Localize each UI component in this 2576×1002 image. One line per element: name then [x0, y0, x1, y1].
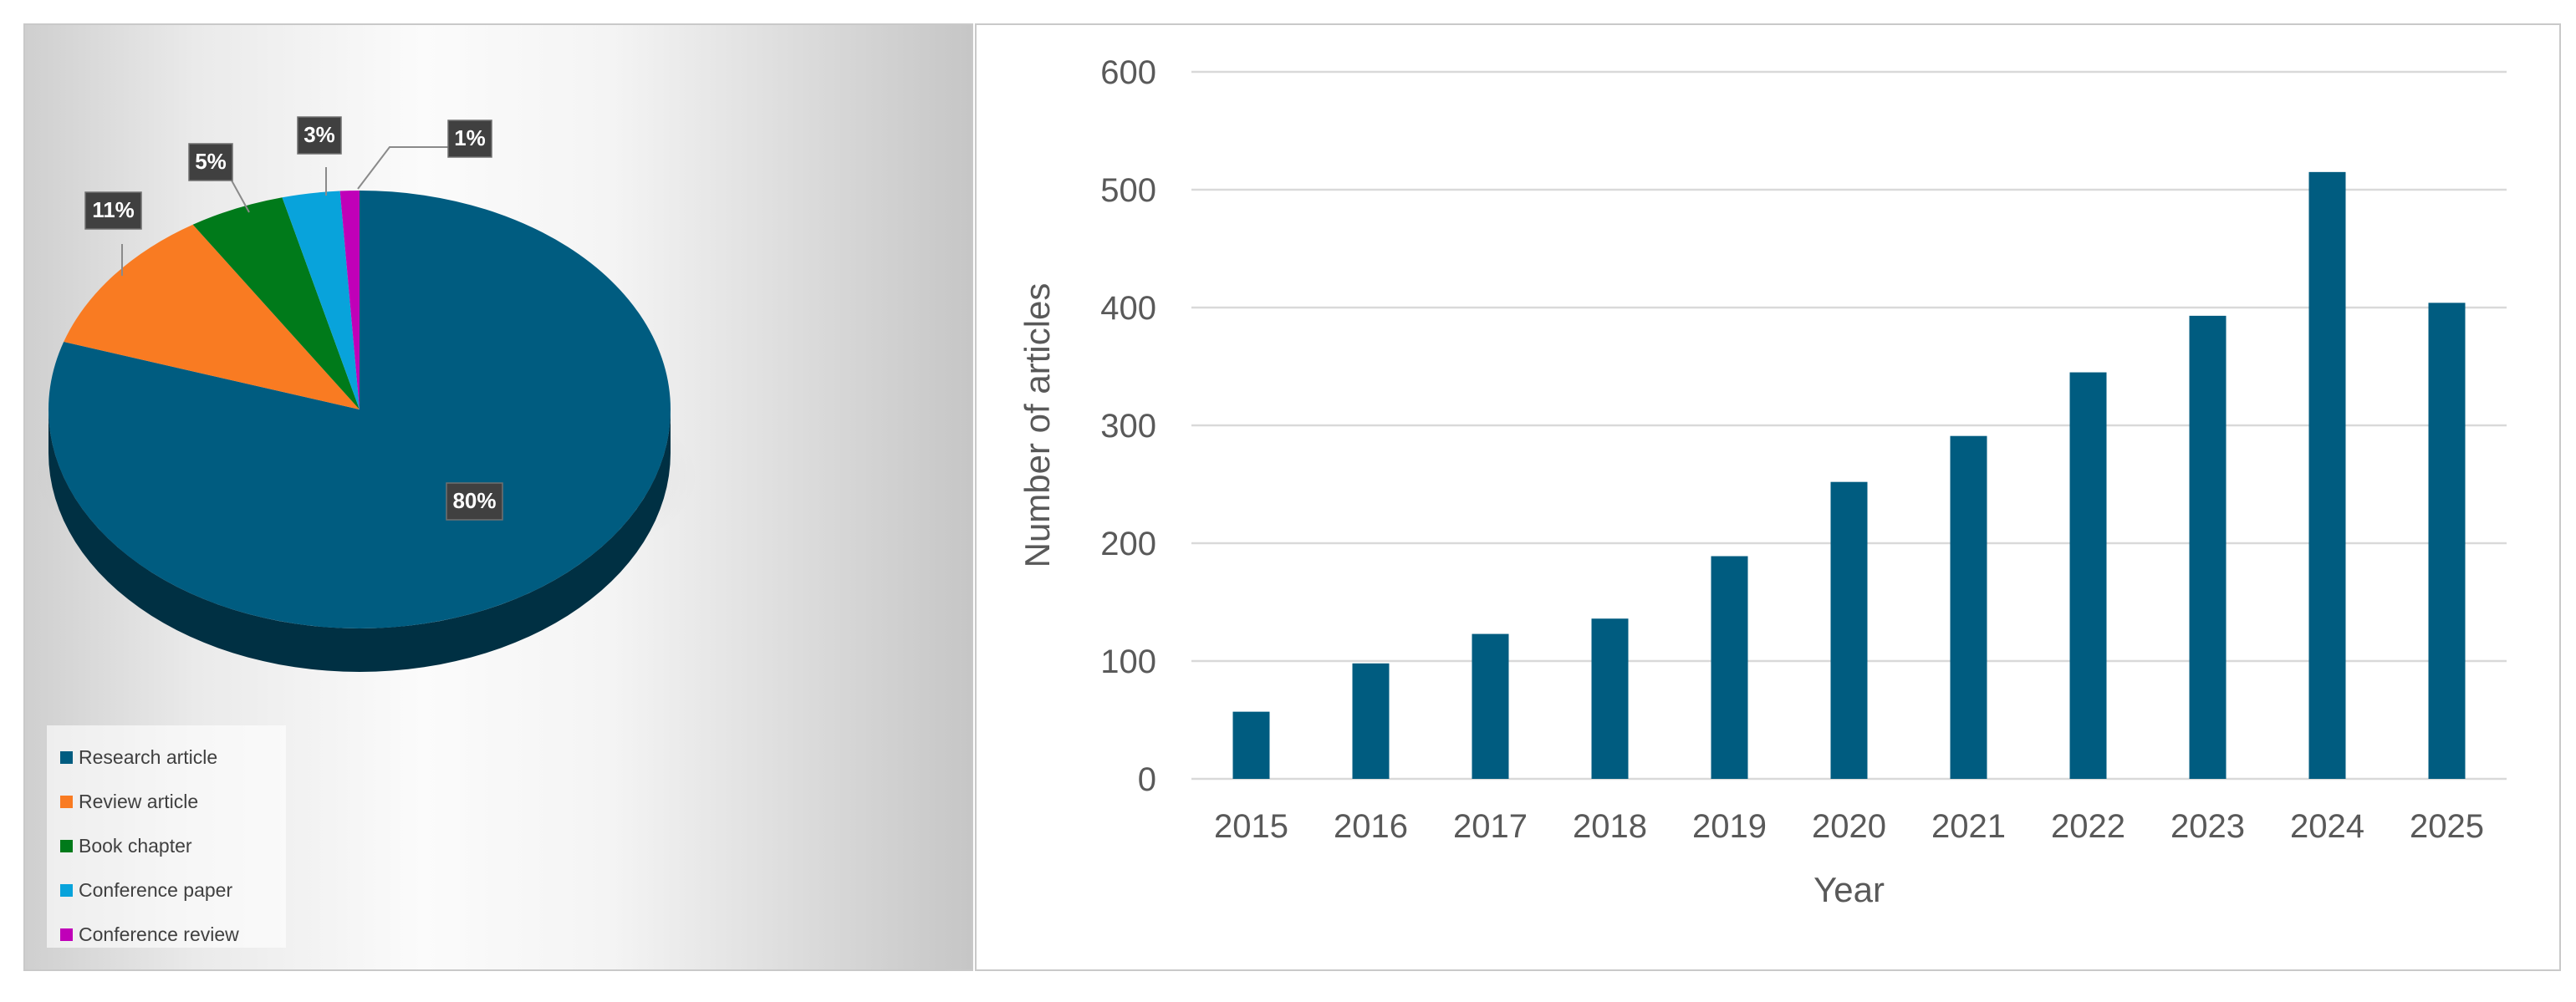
x-tick-label: 2015	[1214, 808, 1288, 845]
legend-label: Conference paper	[79, 879, 233, 901]
pie-side-wall	[48, 409, 671, 672]
pie-slice-conference-review	[339, 191, 360, 409]
x-tick-label: 2016	[1334, 808, 1408, 845]
y-tick-label: 0	[1138, 761, 1156, 798]
bar-2025	[2428, 303, 2466, 779]
x-tick-label: 2019	[1692, 808, 1767, 845]
pie-leader-line	[357, 146, 455, 190]
pie-data-label-box	[446, 482, 503, 521]
pie-data-label-box	[84, 191, 142, 230]
y-tick-label: 400	[1100, 290, 1156, 327]
legend-item-review-article: Review article	[60, 780, 286, 824]
pie-legend: Research article Review article Book cha…	[47, 725, 286, 948]
y-tick-label: 100	[1100, 643, 1156, 680]
x-tick-label: 2020	[1812, 808, 1886, 845]
pie-data-label: 80%	[452, 488, 496, 513]
bar-2021	[1950, 435, 1987, 779]
y-tick-label: 300	[1100, 408, 1156, 445]
pie-chart-panel: 80% 11% 5% 3% 1% Research article Review art…	[23, 23, 973, 971]
x-tick-label: 2021	[1931, 808, 2006, 845]
bar-2023	[2189, 315, 2227, 779]
legend-label: Book chapter	[79, 835, 192, 857]
legend-item-conference-review: Conference review	[60, 913, 286, 957]
x-tick-label: 2018	[1573, 808, 1647, 845]
pie-data-labels: 80% 11% 5% 3% 1%	[84, 116, 503, 521]
x-axis-label: Year	[1813, 870, 1885, 909]
x-axis-ticks: 2015 2016 2017 2018 2019 2020 2021 2022 2023 2024…	[1214, 808, 2484, 845]
y-tick-label: 600	[1100, 54, 1156, 91]
pie-slice-conference-paper	[282, 191, 360, 409]
legend-swatch	[60, 796, 73, 808]
x-tick-label: 2024	[2290, 808, 2364, 845]
y-axis-label: Number of articles	[1018, 283, 1057, 568]
pie-data-label-box	[188, 143, 233, 181]
legend-swatch	[60, 884, 73, 897]
pie-data-label: 3%	[304, 122, 335, 147]
legend-swatch	[60, 928, 73, 941]
bar-2017	[1472, 633, 1509, 779]
y-tick-label: 500	[1100, 172, 1156, 209]
legend-item-book-chapter: Book chapter	[60, 824, 286, 868]
pie-top	[48, 190, 671, 628]
pie-side-walls	[48, 409, 671, 672]
bar-2019	[1711, 556, 1748, 779]
y-tick-label: 200	[1100, 526, 1156, 562]
pie-slice-book-chapter	[192, 197, 360, 409]
legend-label: Conference review	[79, 923, 239, 945]
y-axis-ticks: 0 100 200 300 400 500 600	[1100, 54, 1156, 798]
x-tick-label: 2023	[2170, 808, 2245, 845]
x-tick-label: 2017	[1453, 808, 1528, 845]
legend-label: Review article	[79, 791, 199, 812]
bar-2016	[1352, 663, 1390, 779]
bar-2024	[2308, 171, 2346, 780]
pie-chart: 80% 11% 5% 3% 1%	[33, 116, 699, 672]
bar-chart-panel: 0 100 200 300 400 500 600 2015 2016 2017 2018 2019 2…	[975, 23, 2561, 971]
bar-2022	[2069, 372, 2107, 779]
pie-slice-research-article	[48, 190, 671, 628]
pie-data-label-box	[447, 120, 492, 158]
bar-2020	[1830, 481, 1868, 779]
legend-swatch	[60, 840, 73, 852]
bar-2015	[1232, 711, 1270, 779]
pie-data-label: 5%	[195, 149, 227, 174]
legend-label: Research article	[79, 746, 218, 768]
x-tick-label: 2025	[2410, 808, 2484, 845]
legend-item-conference-paper: Conference paper	[60, 868, 286, 913]
pie-slice-review-article	[64, 224, 360, 409]
pie-data-label-box	[297, 116, 342, 155]
bar-2018	[1591, 618, 1629, 779]
bar-series	[1232, 171, 2466, 780]
pie-data-label: 11%	[92, 197, 135, 222]
legend-swatch	[60, 751, 73, 764]
pie-data-label: 1%	[454, 125, 486, 150]
legend-item-research-article: Research article	[60, 735, 286, 780]
x-tick-label: 2022	[2051, 808, 2125, 845]
